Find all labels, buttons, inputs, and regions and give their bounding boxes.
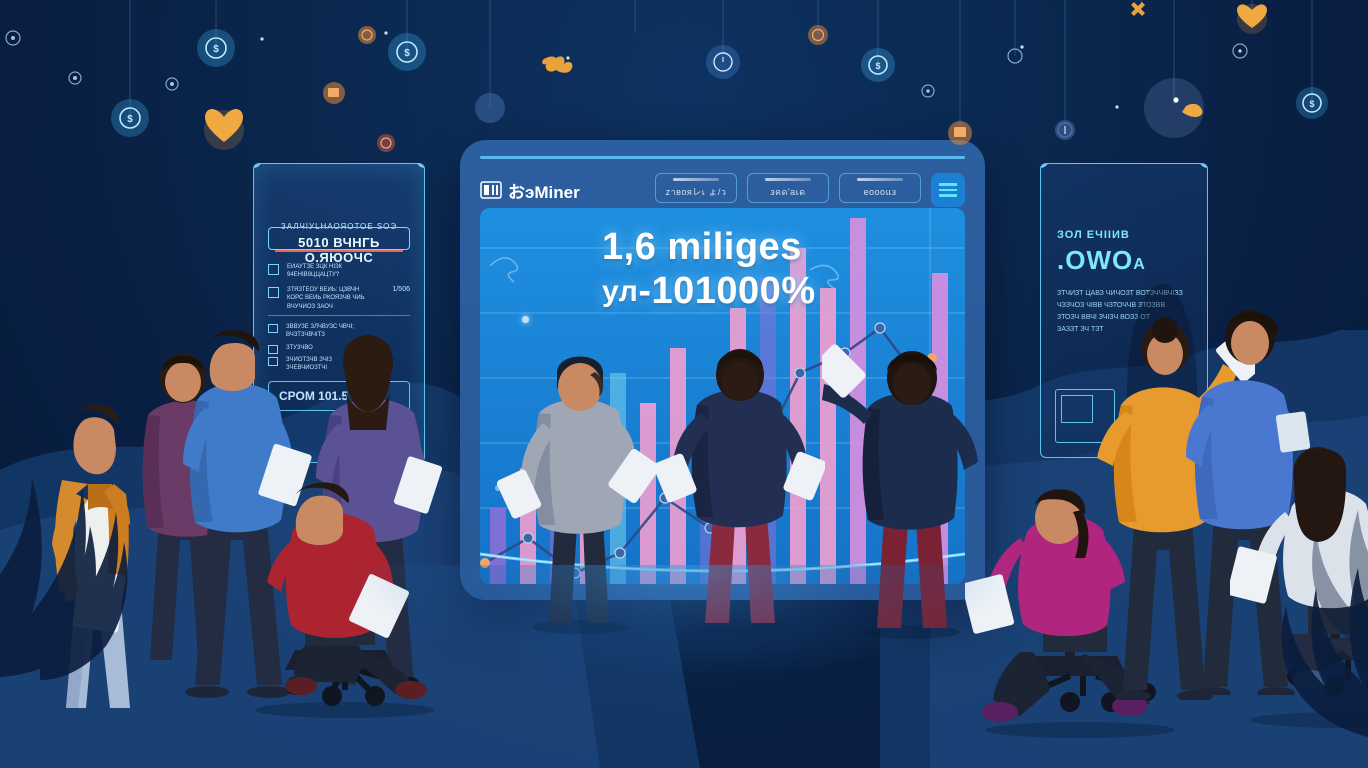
svg-text:$: $ xyxy=(127,114,133,125)
svg-text:$: $ xyxy=(875,61,880,71)
svg-text:$: $ xyxy=(1309,99,1314,109)
svg-text:$: $ xyxy=(213,44,219,55)
svg-text:$: $ xyxy=(404,48,410,59)
